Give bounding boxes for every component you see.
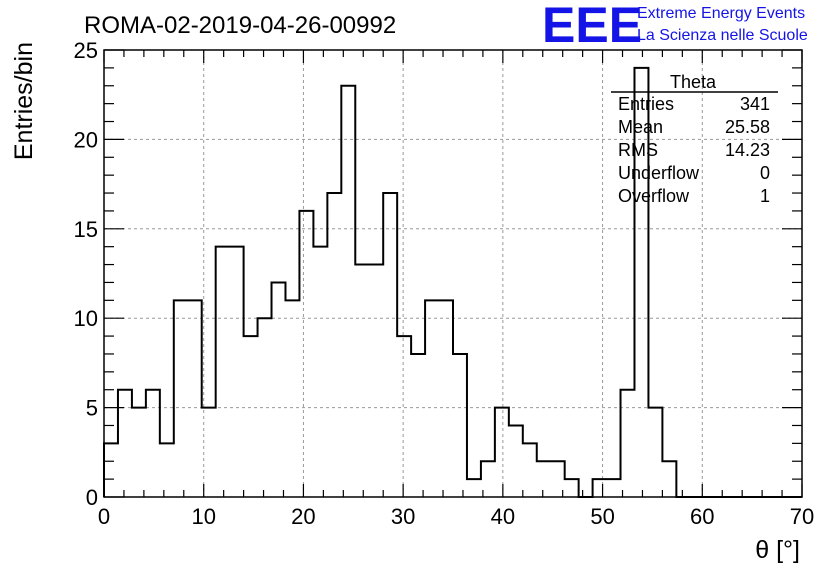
y-tick-label: 0 (86, 485, 98, 510)
histogram-bin (509, 425, 523, 497)
stats-value: 25.58 (725, 117, 770, 137)
histogram-bin (523, 443, 537, 497)
histogram-bin (216, 247, 230, 497)
y-tick-label: 10 (74, 306, 98, 331)
stats-value: 0 (760, 163, 770, 183)
stats-box: Theta Entries 341 Mean 25.58 RMS 14.23 Underfl… (611, 72, 778, 206)
histogram-bin (425, 300, 439, 497)
stats-label: Underflow (618, 163, 700, 183)
histogram-bin (411, 354, 425, 497)
grid-lines (104, 50, 802, 497)
stats-label: RMS (618, 140, 658, 160)
histogram-bin (104, 443, 118, 497)
x-tick-label: 20 (291, 504, 315, 529)
histogram-bin (453, 354, 467, 497)
histogram-bin (285, 300, 299, 497)
histogram-bin (299, 211, 313, 497)
histogram-bin (188, 300, 202, 497)
y-tick-label: 25 (74, 38, 98, 63)
histogram-bin (495, 408, 509, 497)
plot-frame (103, 49, 803, 498)
histogram-bin (313, 247, 327, 497)
histogram-bin (593, 479, 607, 497)
x-tick-label: 50 (590, 504, 614, 529)
stats-value: 341 (740, 94, 770, 114)
x-tick-label: 70 (790, 504, 814, 529)
histogram-bin (272, 282, 286, 497)
histogram-bin (537, 461, 551, 497)
y-axis-label: Entries/bin (10, 42, 38, 160)
y-tick-label: 20 (74, 127, 98, 152)
histogram-bin (327, 193, 341, 497)
histogram-bin (621, 390, 635, 497)
histogram-bin (118, 390, 132, 497)
histogram-bin (397, 336, 411, 497)
stats-title: Theta (670, 72, 717, 92)
histogram-bin (467, 479, 481, 497)
histogram-bin (146, 390, 160, 497)
histogram-bin (160, 443, 174, 497)
x-axis-label: θ [°] (755, 536, 800, 564)
histogram-bin (662, 461, 676, 497)
stats-label: Entries (618, 94, 674, 114)
stats-value: 14.23 (725, 140, 770, 160)
org-line2: La Scienza nelle Scuole (637, 27, 808, 44)
histogram-bin (132, 408, 146, 497)
histogram-bin (355, 265, 369, 497)
histogram-bin (230, 247, 244, 497)
eee-logo: EEE (542, 0, 642, 53)
histogram-bin (439, 300, 453, 497)
x-tick-label: 40 (491, 504, 515, 529)
histogram-bin (202, 408, 216, 497)
histogram-bin (383, 193, 397, 497)
histogram-bin (174, 300, 188, 497)
x-tick-label: 10 (191, 504, 215, 529)
histogram-bin (258, 318, 272, 497)
stats-label: Overflow (618, 186, 690, 206)
y-tick-label: 15 (74, 217, 98, 242)
stats-value: 1 (760, 186, 770, 206)
histogram-bin (244, 336, 258, 497)
org-line1: Extreme Energy Events (637, 5, 805, 22)
histogram-bin (369, 265, 383, 497)
histogram-bin (648, 408, 662, 497)
x-tick-label: 60 (690, 504, 714, 529)
x-tick-label: 0 (98, 504, 110, 529)
histogram-bin (341, 86, 355, 497)
chart-title: ROMA-02-2019-04-26-00992 (84, 12, 396, 39)
x-tick-label: 30 (391, 504, 415, 529)
histogram-outline (103, 66, 802, 498)
stats-label: Mean (618, 117, 663, 137)
y-tick-label: 5 (86, 396, 98, 421)
histogram-bins (104, 68, 676, 497)
histogram-bin (565, 479, 579, 497)
histogram-bin (607, 479, 621, 497)
